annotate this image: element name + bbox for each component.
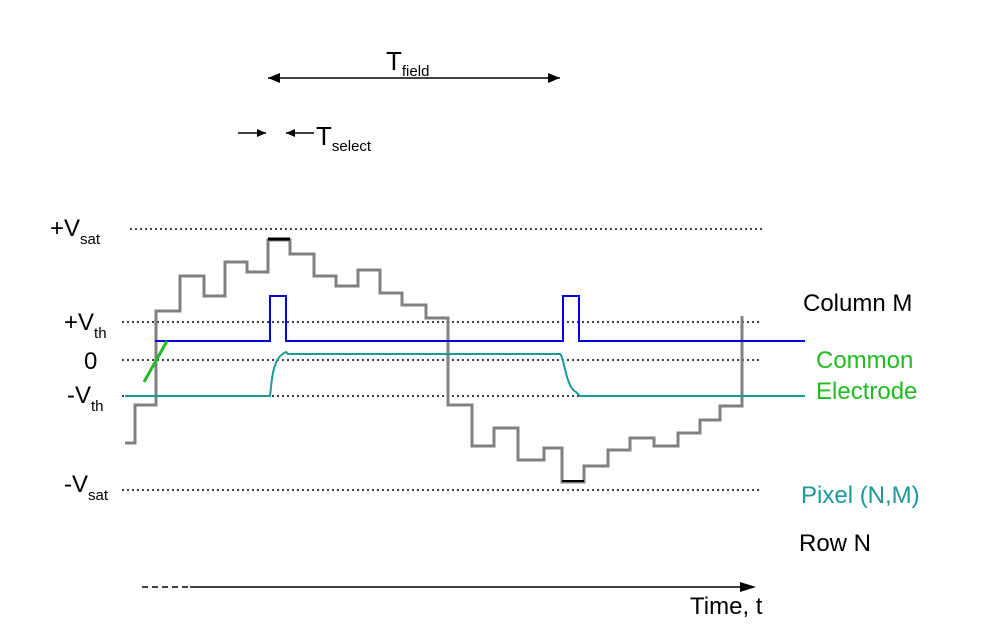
common-electrode-segment — [142, 340, 169, 383]
vsat-pos-label: +Vsat — [50, 215, 101, 248]
pixel-waveform — [125, 350, 805, 397]
row-n-label: Row N — [799, 530, 871, 557]
time-axis — [142, 582, 756, 592]
common-label-line2: Electrode — [816, 378, 917, 405]
vsat-neg-label: -Vsat — [64, 471, 109, 504]
vth-pos-label: +Vth — [64, 309, 107, 342]
row-waveform — [155, 295, 805, 342]
vth-neg-label: -Vth — [67, 382, 104, 415]
t-field-arrow — [268, 73, 560, 83]
column-m-label: Column M — [803, 290, 912, 317]
t-select-arrows — [238, 129, 314, 137]
pixel-label: Pixel (N,M) — [801, 482, 920, 509]
time-axis-label: Time, t — [690, 593, 763, 620]
t-field-label: Tfield — [386, 46, 429, 80]
t-select-label: Tselect — [316, 121, 372, 155]
zero-label: 0 — [84, 348, 97, 375]
common-label-line1: Common — [816, 347, 913, 374]
column-waveform — [125, 238, 744, 484]
